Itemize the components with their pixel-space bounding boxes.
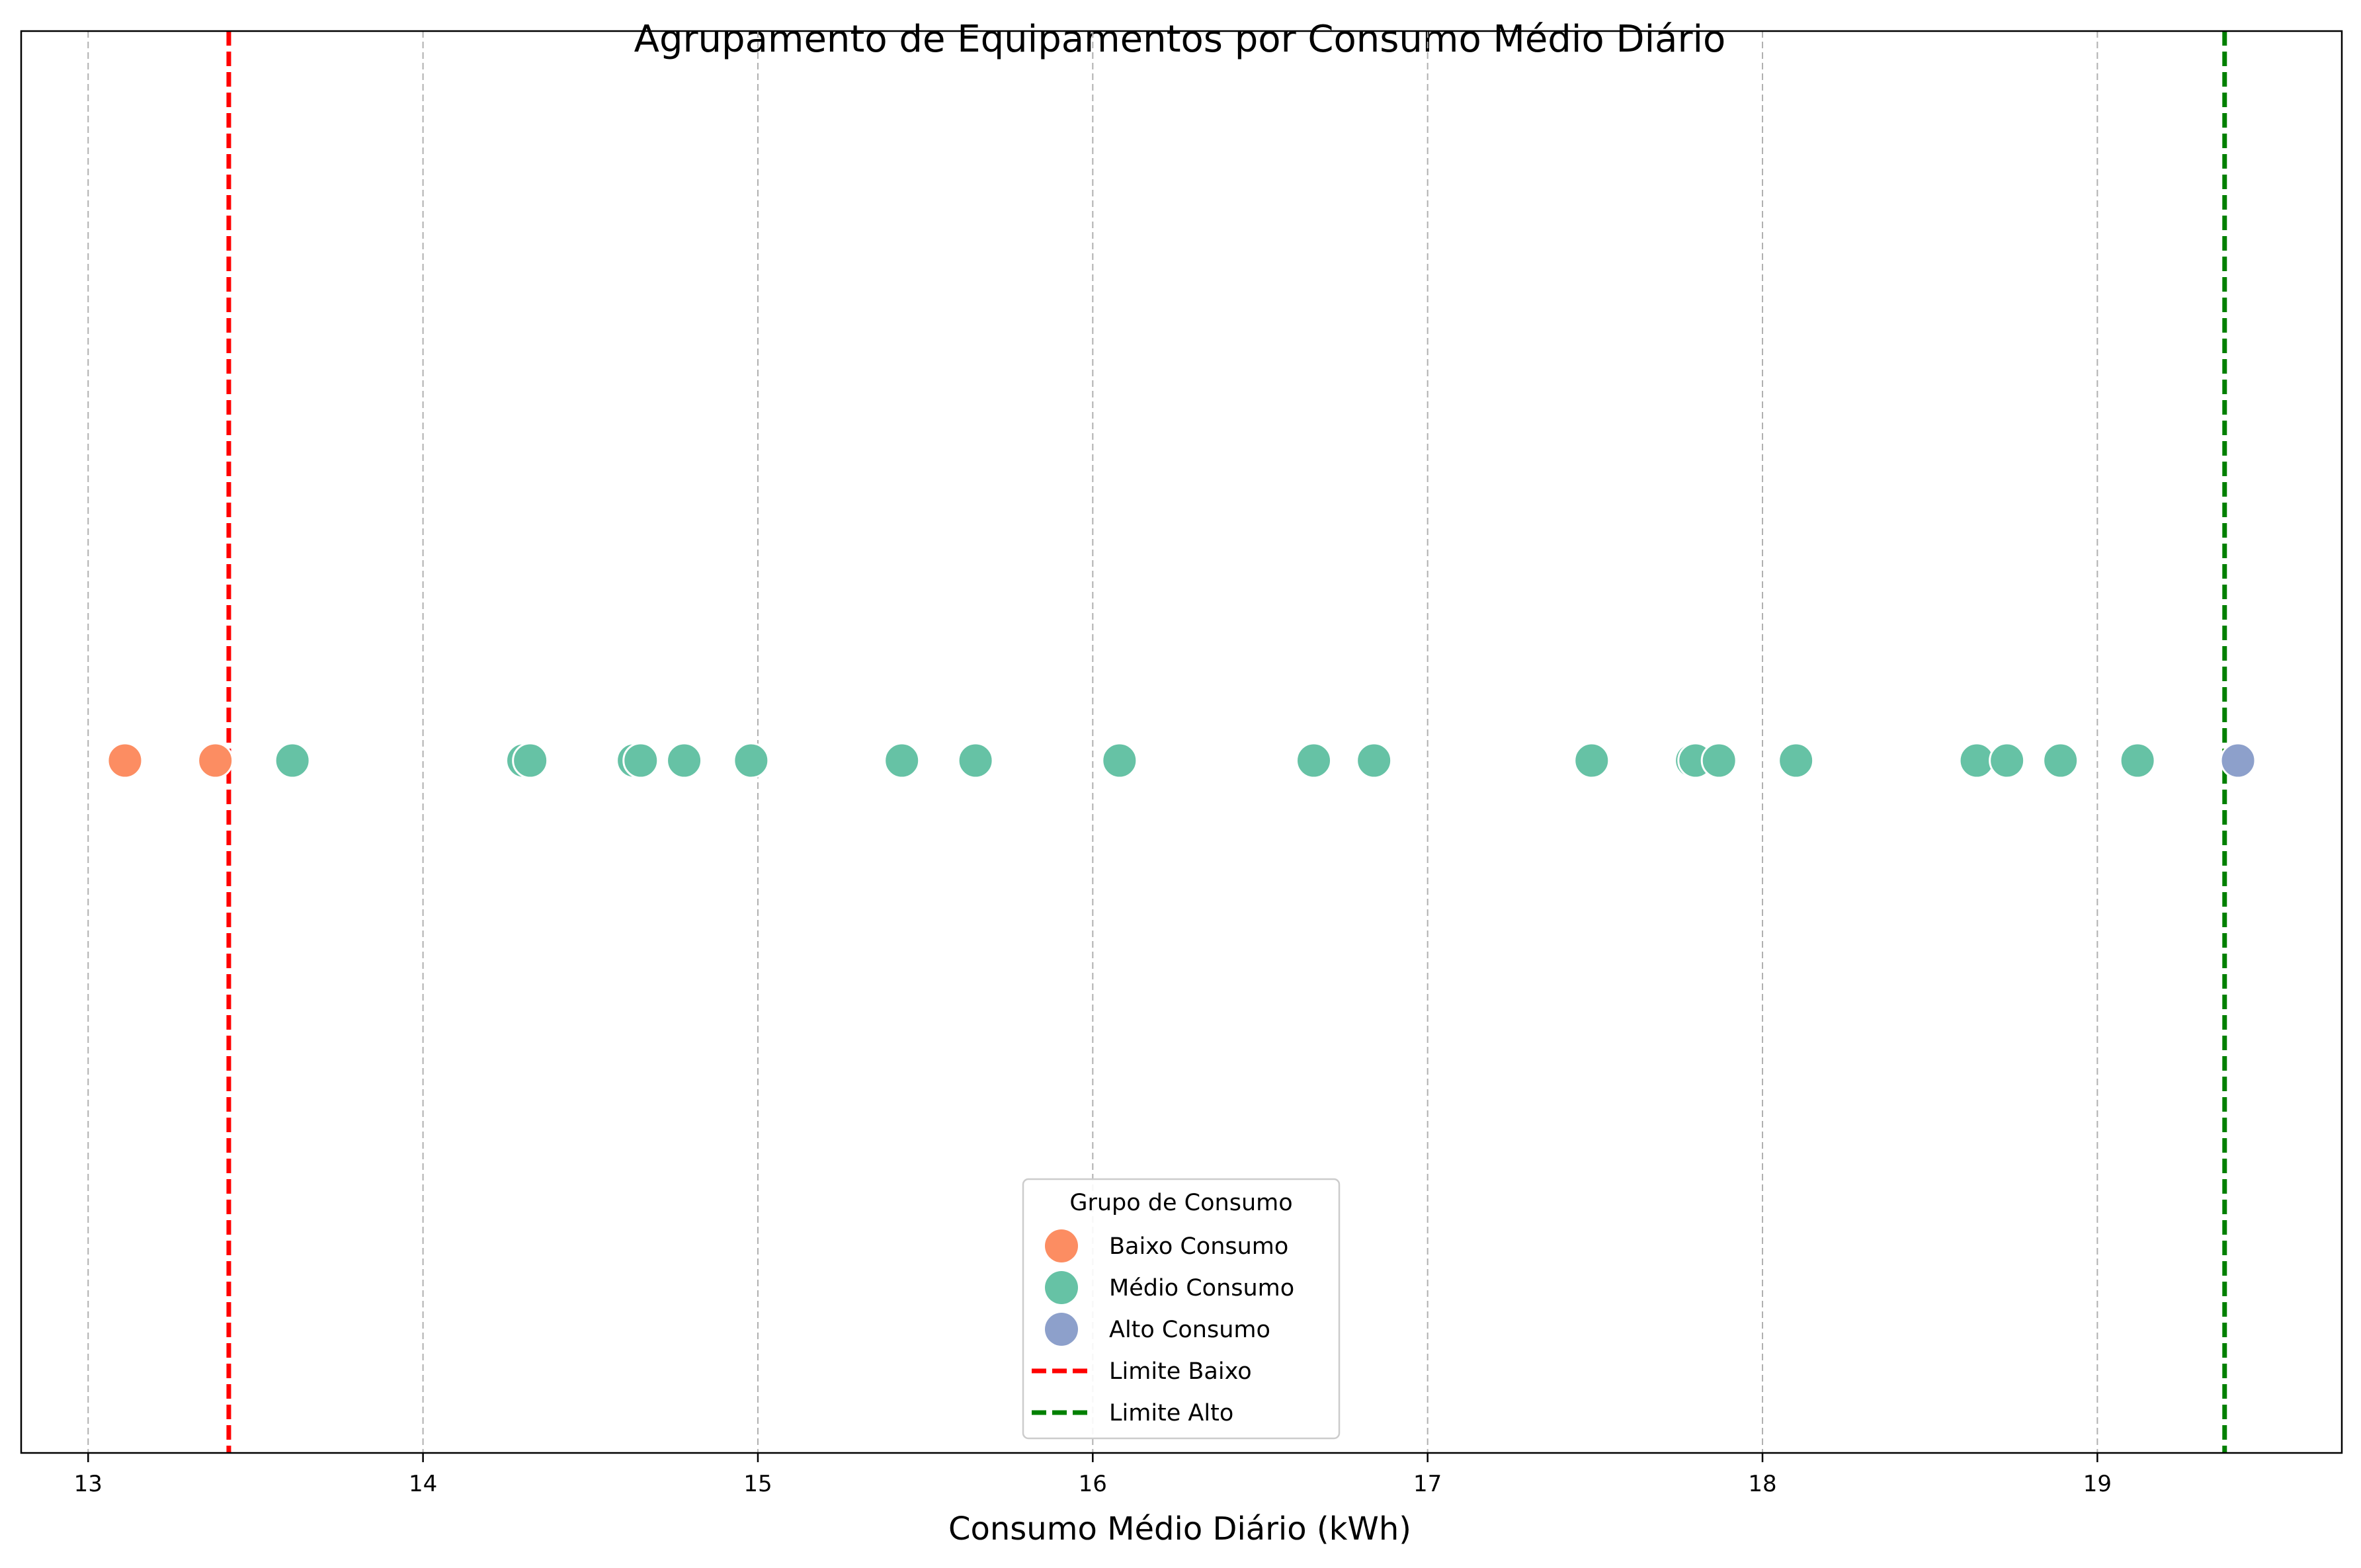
legend-box xyxy=(1022,1178,1341,1440)
x-tick-label-16: 16 xyxy=(1079,1471,1107,1497)
legend-marker-2 xyxy=(1045,1313,1078,1346)
plot-area xyxy=(20,30,2343,1454)
x-tick-label-19: 19 xyxy=(2083,1471,2112,1497)
grid-lines xyxy=(87,31,2098,1453)
reference-lines xyxy=(226,31,2227,1453)
plot-frame xyxy=(20,30,2343,1454)
x-tick-label-14: 14 xyxy=(409,1471,437,1497)
legend-title: Grupo de Consumo xyxy=(1069,1190,1292,1216)
point-series1-8 xyxy=(957,742,994,779)
legend-marker-0 xyxy=(1045,1229,1078,1262)
point-series1-7 xyxy=(884,742,921,779)
x-axis-label: Consumo Médio Diário (kWh) xyxy=(948,1510,1411,1547)
data-points xyxy=(106,742,2257,779)
point-series1-6 xyxy=(733,742,770,779)
point-series1-19 xyxy=(2042,742,2079,779)
point-series1-4 xyxy=(622,742,659,779)
point-series1-16 xyxy=(1778,742,1815,779)
x-tick-label-18: 18 xyxy=(1748,1471,1776,1497)
point-series1-11 xyxy=(1356,742,1393,779)
legend-label-3: Limite Baixo xyxy=(1109,1358,1252,1385)
point-series1-0 xyxy=(274,742,311,779)
x-tick-label-15: 15 xyxy=(743,1471,772,1497)
point-series2-0 xyxy=(2219,742,2257,779)
x-axis-ticks: 13 14 15 16 17 18 19 xyxy=(74,1453,2112,1497)
point-series1-2 xyxy=(512,742,549,779)
legend: Grupo de Consumo Baixo Consumo Médio Cons… xyxy=(1022,1178,1341,1440)
legend-label-2: Alto Consumo xyxy=(1109,1317,1270,1343)
legend-label-1: Médio Consumo xyxy=(1109,1275,1294,1301)
point-series0-1 xyxy=(197,742,234,779)
point-series1-12 xyxy=(1573,742,1610,779)
point-series1-18 xyxy=(1989,742,2026,779)
chart-title: Agrupamento de Equipamentos por Consumo … xyxy=(634,18,1726,61)
legend-label-4: Limite Alto xyxy=(1109,1400,1233,1426)
point-series0-0 xyxy=(106,742,144,779)
point-series1-10 xyxy=(1296,742,1333,779)
x-tick-label-17: 17 xyxy=(1413,1471,1442,1497)
point-series1-20 xyxy=(2119,742,2156,779)
point-series1-5 xyxy=(666,742,703,779)
x-tick-label-13: 13 xyxy=(74,1471,103,1497)
point-series1-15 xyxy=(1700,742,1737,779)
legend-items: Baixo Consumo Médio Consumo Alto Consumo Li… xyxy=(1032,1229,1294,1426)
legend-label-0: Baixo Consumo xyxy=(1109,1233,1288,1260)
point-series1-9 xyxy=(1101,742,1138,779)
legend-marker-1 xyxy=(1045,1271,1078,1304)
